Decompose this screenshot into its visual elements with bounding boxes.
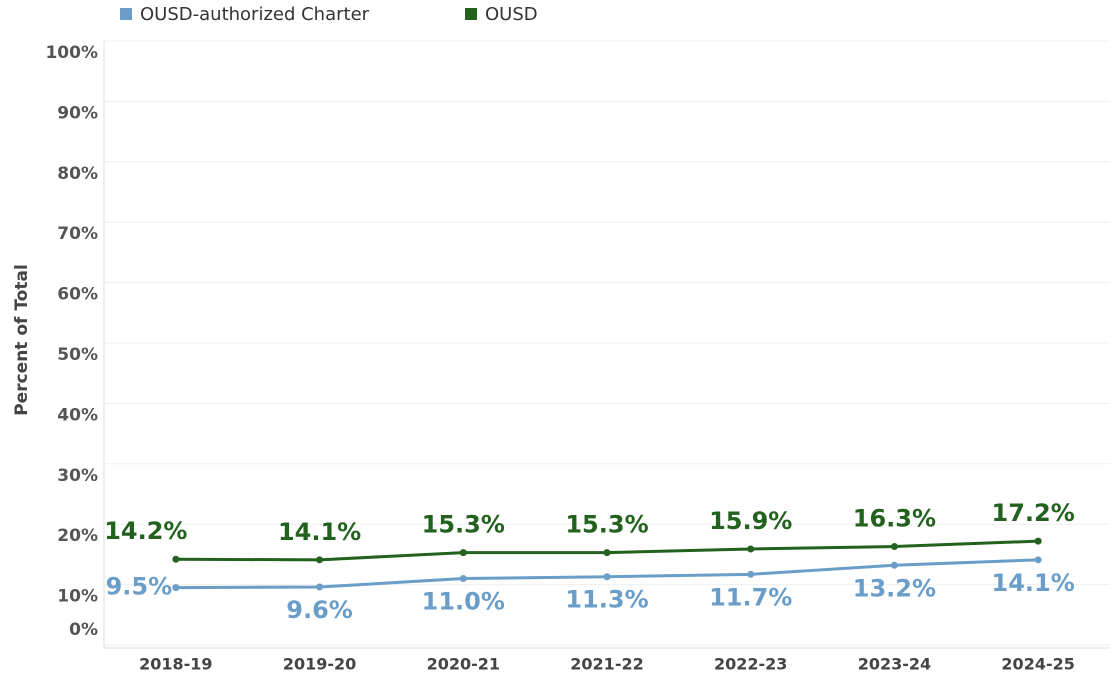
data-label: 9.6% bbox=[286, 596, 353, 624]
legend-label: OUSD bbox=[485, 4, 538, 25]
data-point bbox=[890, 543, 898, 551]
y-tick-label: 50% bbox=[57, 345, 98, 365]
x-tick-label: 2021-22 bbox=[570, 655, 643, 674]
data-label: 9.5% bbox=[106, 573, 173, 601]
y-tick-label: 60% bbox=[57, 285, 98, 305]
y-axis-label: Percent of Total bbox=[12, 264, 32, 416]
y-tick-label: 20% bbox=[57, 526, 98, 546]
y-tick-label: 30% bbox=[57, 466, 98, 486]
data-label: 14.2% bbox=[104, 517, 187, 545]
x-tick-label: 2022-23 bbox=[714, 655, 787, 674]
data-point bbox=[603, 549, 611, 557]
legend-label: OUSD-authorized Charter bbox=[140, 4, 370, 25]
data-point bbox=[1034, 556, 1042, 564]
data-label: 16.3% bbox=[853, 505, 936, 533]
data-label: 14.1% bbox=[278, 518, 361, 546]
y-tick-label: 0% bbox=[69, 620, 98, 640]
data-label: 15.9% bbox=[709, 507, 792, 535]
y-tick-label: 70% bbox=[57, 224, 98, 244]
x-tick-label: 2024-25 bbox=[1001, 655, 1074, 674]
data-point bbox=[747, 570, 755, 578]
data-point bbox=[747, 545, 755, 553]
x-tick-label: 2019-20 bbox=[283, 655, 356, 674]
legend-swatch bbox=[465, 8, 477, 20]
data-label: 15.3% bbox=[565, 511, 648, 539]
data-point bbox=[172, 555, 180, 563]
data-label: 15.3% bbox=[422, 511, 505, 539]
x-tick-label: 2020-21 bbox=[427, 655, 500, 674]
legend-swatch bbox=[120, 8, 132, 20]
data-point bbox=[316, 556, 324, 564]
data-point bbox=[603, 573, 611, 581]
y-tick-label: 90% bbox=[57, 103, 98, 123]
data-label: 14.1% bbox=[992, 569, 1075, 597]
data-point bbox=[890, 561, 898, 569]
data-label: 17.2% bbox=[992, 499, 1075, 527]
y-tick-label: 80% bbox=[57, 164, 98, 184]
y-tick-label: 40% bbox=[57, 405, 98, 425]
data-point bbox=[172, 584, 180, 592]
data-point bbox=[459, 575, 467, 583]
data-point bbox=[459, 549, 467, 557]
x-tick-label: 2018-19 bbox=[139, 655, 212, 674]
data-label: 11.0% bbox=[422, 588, 505, 616]
y-tick-label: 10% bbox=[57, 587, 98, 607]
data-label: 11.3% bbox=[565, 586, 648, 614]
data-point bbox=[1034, 537, 1042, 545]
data-point bbox=[316, 583, 324, 591]
data-label: 13.2% bbox=[853, 574, 936, 602]
x-tick-label: 2023-24 bbox=[858, 655, 931, 674]
data-label: 11.7% bbox=[709, 583, 792, 611]
y-tick-label: 100% bbox=[45, 43, 98, 63]
